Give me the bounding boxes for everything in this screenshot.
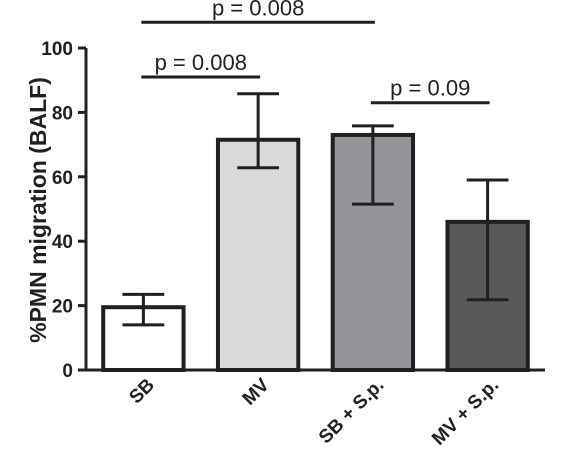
y-tick-label: 80 xyxy=(52,103,73,124)
x-category-label: SB xyxy=(125,375,159,409)
p-value-label: p = 0.008 xyxy=(155,50,247,75)
x-category-label: SB + S.p. xyxy=(315,375,388,448)
y-tick-label: 40 xyxy=(52,232,73,253)
y-tick-label: 60 xyxy=(52,168,73,189)
x-category-label: MV + S.p. xyxy=(428,375,503,450)
y-tick-label: 20 xyxy=(52,297,73,318)
y-tick-label: 0 xyxy=(62,361,73,382)
y-tick-label: 100 xyxy=(41,39,73,60)
x-category-label: MV xyxy=(239,374,274,409)
y-axis-label: %PMN migration (BALF) xyxy=(25,77,51,343)
p-value-label: p = 0.09 xyxy=(390,76,470,101)
bar xyxy=(215,137,301,372)
p-value-label: p = 0.008 xyxy=(212,0,304,20)
